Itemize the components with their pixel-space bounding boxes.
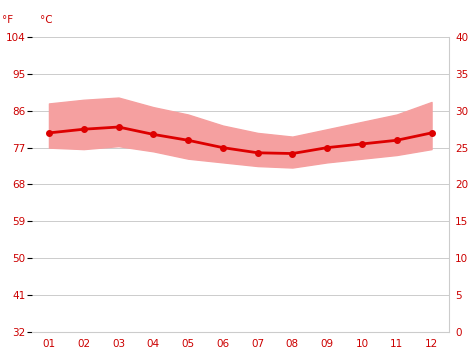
Text: °F: °F	[2, 15, 13, 25]
Text: °C: °C	[40, 15, 53, 25]
